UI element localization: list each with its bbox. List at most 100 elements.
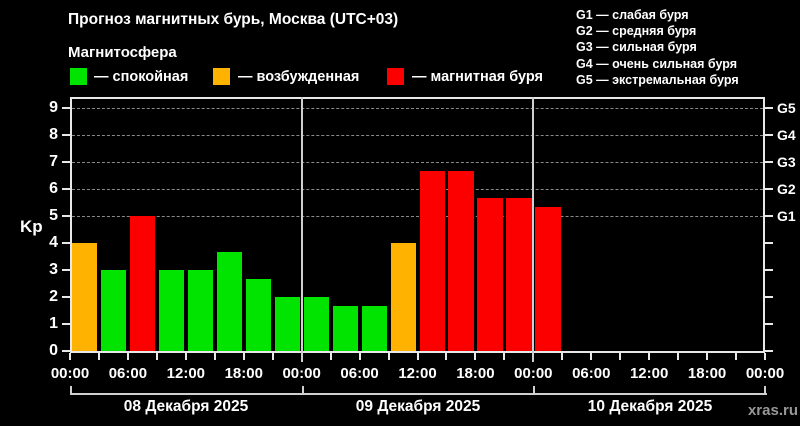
x-axis-tick	[648, 353, 651, 360]
kp-bar	[187, 270, 214, 351]
y-axis-tick-right	[765, 107, 773, 109]
y-axis-tick-left	[62, 161, 70, 163]
g-scale-line-g3: G3 — сильная буря	[576, 40, 697, 55]
kp-bar	[245, 278, 272, 351]
date-bracket-tick	[70, 386, 72, 395]
y-axis-label: Kp	[20, 217, 43, 236]
date-label-day1: 08 Декабря 2025	[123, 398, 249, 415]
day-separator	[532, 97, 535, 362]
x-axis-tick	[706, 353, 709, 360]
x-axis-tick	[474, 353, 477, 360]
time-label: 06:00	[108, 365, 148, 382]
plot-area	[70, 97, 765, 353]
g-axis-label-g1: G1	[777, 208, 796, 224]
y-tick-label: 7	[49, 153, 58, 170]
chart-title: Прогноз магнитных бурь, Москва (UTC+03)	[68, 11, 399, 28]
legend-label-quiet: — спокойная	[94, 68, 189, 85]
date-label-day2: 09 Декабря 2025	[355, 398, 481, 415]
x-axis-tick	[329, 353, 332, 360]
kp-bar	[158, 270, 185, 351]
legend-label-storm: — магнитная буря	[412, 68, 544, 85]
y-axis-tick-right	[765, 134, 773, 136]
chart-subtitle: Магнитосфера	[68, 44, 177, 61]
g-scale-legend: G1 — слабая буря G2 — средняя буря G3 — …	[576, 7, 739, 88]
legend-item-storm: — магнитная буря	[387, 68, 543, 85]
storm-color-swatch	[387, 68, 404, 85]
g-axis-label-g4: G4	[777, 127, 796, 143]
y-tick-label: 9	[49, 99, 58, 116]
x-axis-tick	[503, 353, 506, 360]
x-axis-tick	[184, 353, 187, 360]
kp-bar	[390, 243, 416, 351]
y-axis-tick-left	[62, 296, 70, 298]
site-watermark: xras.ru	[747, 402, 798, 419]
time-label: 18:00	[456, 365, 495, 382]
y-axis-tick-left	[62, 269, 70, 271]
kp-bar	[332, 305, 359, 351]
x-axis-tick	[69, 353, 71, 360]
x-axis-tick	[416, 353, 419, 360]
x-axis-tick	[242, 353, 245, 360]
disturbed-color-swatch	[213, 68, 230, 85]
date-bracket-tick	[533, 386, 536, 395]
y-axis-tick-left	[62, 215, 70, 217]
g-scale-line-g2: G2 — средняя буря	[576, 24, 697, 39]
time-label: 12:00	[629, 365, 669, 382]
y-axis-tick-left	[62, 107, 70, 109]
gridline-kp7	[72, 162, 763, 163]
x-axis-tick	[619, 353, 622, 360]
g-scale-line-g1: G1 — слабая буря	[576, 8, 689, 22]
g-axis-label-g2: G2	[777, 181, 796, 197]
date-bracket-tick	[764, 386, 766, 395]
x-axis-tick	[155, 353, 158, 360]
kp-bar	[216, 251, 243, 351]
gridline-kp8	[72, 135, 763, 136]
x-axis-tick	[445, 353, 448, 360]
x-axis-tick	[358, 353, 361, 360]
y-axis-tick-left	[62, 134, 70, 136]
y-axis-tick-right	[765, 215, 773, 217]
x-axis-tick	[590, 353, 593, 360]
g-axis-label-g5: G5	[777, 100, 796, 116]
gridline-kp5	[72, 216, 763, 217]
kp-bar	[274, 297, 301, 351]
kp-bar	[100, 270, 127, 351]
legend-item-disturbed: — возбужденная	[213, 68, 359, 85]
y-axis-tick-left	[62, 188, 70, 190]
g-axis-label-g3: G3	[777, 154, 796, 170]
y-axis-tick-left	[62, 242, 70, 244]
x-axis-tick	[764, 353, 766, 360]
y-axis-tick-right	[765, 188, 773, 190]
x-axis-tick	[126, 353, 129, 360]
legend-item-quiet: — спокойная	[70, 68, 188, 85]
y-axis-tick-right	[765, 350, 773, 352]
day-separator	[300, 97, 303, 362]
y-tick-label: 5	[49, 207, 58, 224]
time-label: 00:00	[50, 365, 90, 382]
y-tick-label: 0	[49, 342, 58, 359]
kp-bar	[419, 170, 445, 351]
date-bracket-tick	[301, 386, 304, 395]
x-axis-tick	[735, 353, 738, 360]
y-axis-tick-right	[765, 161, 773, 163]
kp-bar	[535, 207, 561, 351]
y-axis-tick-right	[765, 296, 773, 298]
x-axis-tick	[677, 353, 680, 360]
time-label: 06:00	[572, 365, 611, 382]
time-label: 00:00	[282, 365, 321, 382]
y-axis-tick-right	[765, 242, 773, 244]
legend-label-disturbed: — возбужденная	[238, 68, 360, 85]
y-axis-tick-left	[62, 323, 70, 325]
y-tick-label: 6	[49, 180, 58, 197]
time-label: 18:00	[687, 365, 727, 382]
y-tick-label: 2	[49, 288, 58, 305]
y-axis-tick-right	[765, 323, 773, 325]
y-tick-label: 3	[49, 261, 58, 278]
time-label: 12:00	[166, 365, 206, 382]
gridline-kp9	[72, 108, 763, 109]
time-label: 00:00	[745, 365, 785, 382]
x-axis-tick	[387, 353, 390, 360]
x-axis-tick	[561, 353, 564, 360]
kp-bar	[303, 297, 330, 351]
kp-bar	[448, 170, 474, 351]
